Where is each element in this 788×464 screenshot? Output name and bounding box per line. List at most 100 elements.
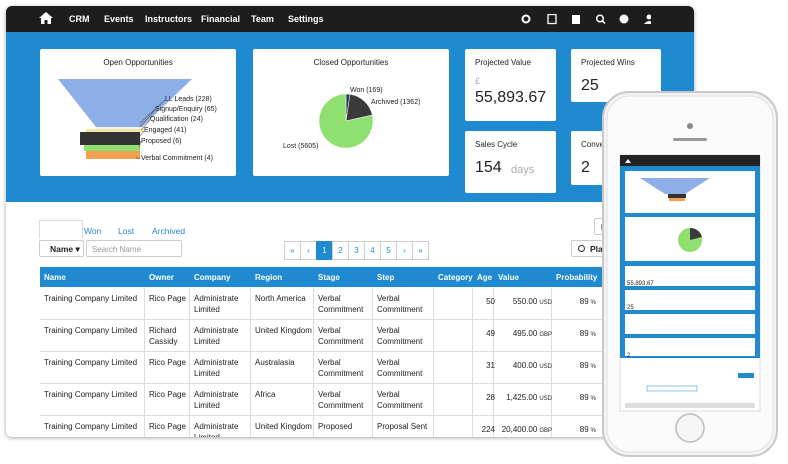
funnel-label: Engaged (41) (144, 127, 187, 134)
tab[interactable]: Won (84, 226, 102, 236)
column-header: Owner (149, 273, 174, 282)
tab[interactable]: Archived (152, 226, 186, 236)
funnel-label: Verbal Commitment (4) (141, 155, 213, 162)
table-cell: Verbal Commitment (377, 294, 423, 314)
cell-value: 224 (481, 425, 495, 434)
column-divider (144, 288, 145, 320)
column-divider (433, 416, 434, 437)
column-divider (472, 416, 473, 437)
filter-button[interactable]: Name ▾ (39, 240, 84, 257)
column-divider (493, 352, 494, 384)
nav-item[interactable]: Events (104, 14, 134, 24)
column-divider (250, 416, 251, 437)
column-header: Company (194, 273, 231, 282)
cell-value: 20,400.00 (501, 425, 538, 434)
cell-value: 31 (486, 361, 495, 370)
table-cell: United Kingdom (255, 422, 312, 431)
funnel-label: Signup/Enquiry (65) (155, 106, 217, 113)
cell-value: 495.00 (512, 329, 538, 338)
stat-value: 55,893.67 (475, 89, 547, 106)
card-title: Open Opportunities (103, 58, 173, 67)
column-divider (189, 416, 190, 437)
table-cell: 28 (477, 392, 495, 403)
column-divider (372, 384, 373, 416)
cell-value: 89 (579, 361, 589, 370)
cell-value: 50 (486, 297, 495, 306)
cell-value: 400.00 (512, 361, 538, 370)
stat-unit: days (511, 164, 535, 176)
column-divider (313, 320, 314, 352)
column-divider (551, 320, 552, 352)
phone-projected-wins: 25 (627, 305, 634, 311)
table-cell: Training Company Limited (44, 422, 138, 431)
column-divider (313, 416, 314, 437)
nav-item[interactable]: Instructors (145, 14, 193, 24)
column-divider (493, 384, 494, 416)
funnel (58, 79, 192, 160)
nav-bar: CRM Events Instructors Financial Team Setting… (6, 6, 694, 32)
nav-item[interactable]: Settings (288, 14, 324, 24)
pie-slice (318, 93, 374, 149)
cell-unit: USD (539, 396, 552, 402)
page-link[interactable]: » (412, 241, 429, 260)
table-cell: Richard Cassidy (149, 326, 178, 346)
cell-value: 89 (579, 425, 589, 434)
cell-value: 28 (486, 393, 495, 402)
cell-unit: % (590, 396, 596, 402)
page-link[interactable]: 3 (348, 241, 365, 260)
search-input[interactable]: Search Name (86, 240, 182, 257)
stat-value: 154 (475, 159, 502, 176)
nav-item[interactable]: Team (251, 14, 274, 24)
cell-unit: % (590, 428, 596, 434)
page-link[interactable]: « (284, 241, 301, 260)
page-link[interactable]: 2 (332, 241, 349, 260)
column-divider (551, 384, 552, 416)
page-link[interactable]: ‹ (300, 241, 317, 260)
table-cell: Australasia (255, 358, 295, 367)
page-link[interactable]: 4 (364, 241, 381, 260)
table-cell: 89% (556, 424, 596, 437)
table-cell: 1,425.00 USD (498, 392, 552, 405)
column-divider (189, 288, 190, 320)
active-tab-frame (39, 220, 83, 239)
pie-label: Archived (1362) (371, 99, 421, 106)
cell-value: 89 (579, 297, 589, 306)
table-cell: 89% (556, 360, 596, 373)
nav-item[interactable]: CRM (69, 14, 90, 24)
table-cell: United Kingdom (255, 326, 312, 335)
table-cell: Rico Page (149, 422, 186, 431)
column-divider (433, 320, 434, 352)
row-divider (40, 319, 694, 320)
column-divider (250, 352, 251, 384)
table-cell: 89% (556, 296, 596, 309)
column-divider (493, 320, 494, 352)
column-divider (144, 320, 145, 352)
page-link[interactable]: 1 (316, 241, 333, 260)
home-icon[interactable] (38, 11, 54, 25)
table-cell: Verbal Commitment (377, 326, 423, 346)
phone-conversion: 2 (627, 353, 631, 359)
column-divider (551, 416, 552, 437)
app-window: CRM Events Instructors Financial Team Setting… (6, 6, 694, 437)
table-cell: 49 (477, 328, 495, 339)
column-header: Stage (318, 273, 340, 282)
pie-chart (318, 93, 374, 149)
column-divider (372, 320, 373, 352)
page-link[interactable]: 5 (380, 241, 397, 260)
column-header: Step (377, 273, 395, 282)
cell-unit: % (590, 364, 596, 370)
closed-opportunities-card: Closed Opportunities Won (169) Archived (… (253, 49, 449, 176)
table-cell: 50 (477, 296, 495, 307)
table-cell: Administrate Limited (194, 326, 239, 346)
stat-card: Sales Cycle 154 days (465, 131, 556, 193)
nav-item[interactable]: Financial (201, 14, 241, 24)
nav-icons[interactable] (521, 14, 651, 26)
column-divider (250, 288, 251, 320)
table-cell: Verbal Commitment (377, 358, 423, 378)
page-link[interactable]: › (396, 241, 413, 260)
column-divider (189, 384, 190, 416)
tab[interactable]: Lost (118, 226, 135, 236)
cell-unit: % (590, 300, 596, 306)
column-divider (433, 352, 434, 384)
